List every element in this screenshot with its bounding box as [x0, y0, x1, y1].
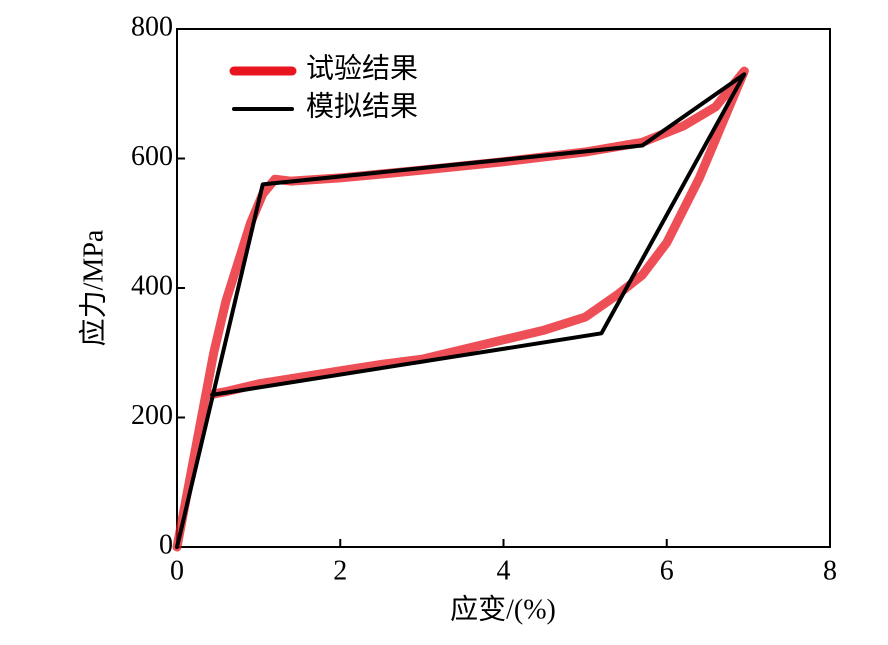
x-tick-label: 6 [660, 555, 674, 586]
y-tick-label: 800 [131, 11, 173, 42]
x-tick-label: 4 [497, 555, 511, 586]
data-line [172, 66, 749, 552]
y-tick-label: 400 [131, 270, 173, 301]
x-tick-label: 0 [170, 555, 184, 586]
y-tick-label: 200 [131, 400, 173, 431]
x-tick-label: 2 [333, 555, 347, 586]
y-tick-label: 0 [159, 529, 173, 560]
legend-label: 试验结果 [306, 52, 418, 84]
x-tick-label: 8 [823, 555, 837, 586]
data-line [175, 72, 747, 549]
legend-label: 模拟结果 [306, 90, 418, 122]
x-axis-label: 应变/(%) [450, 593, 556, 625]
y-axis-label: 应力/MPa [77, 229, 109, 346]
y-tick-label: 600 [131, 141, 173, 172]
